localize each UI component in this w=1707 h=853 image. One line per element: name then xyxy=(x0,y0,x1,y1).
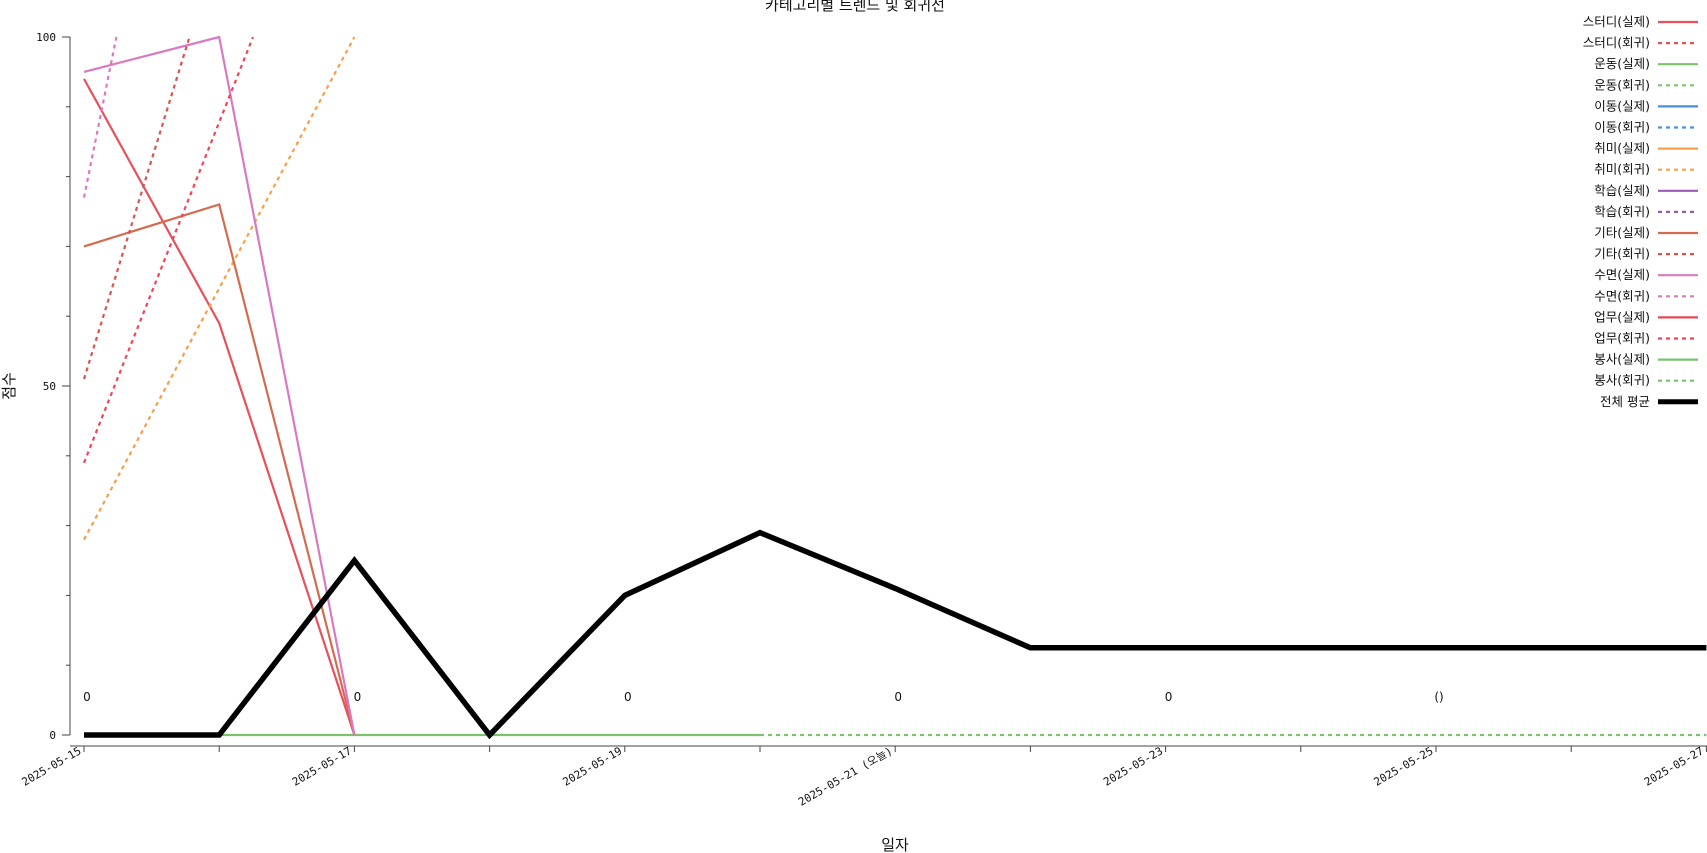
y-axis-label: 점수 xyxy=(0,372,18,400)
x-tick-label: 2025-05-27 xyxy=(1642,744,1706,788)
legend-label: 이동(회귀) xyxy=(1594,120,1650,135)
y-tick-label: 0 xyxy=(49,729,56,742)
x-tick-label: 2025-05-23 xyxy=(1101,744,1165,788)
legend-label: 업무(실제) xyxy=(1594,309,1650,324)
legend-label: 취미(회귀) xyxy=(1594,162,1650,177)
series-line xyxy=(83,203,356,736)
legend-label: 기타(실제) xyxy=(1594,225,1650,240)
zero-annotation: 0 xyxy=(354,690,362,704)
legend-label: 운동(실제) xyxy=(1594,56,1650,71)
legend-label: 봉사(실제) xyxy=(1594,352,1650,367)
series-line xyxy=(83,36,356,541)
x-tick-label: 2025-05-19 xyxy=(560,744,624,788)
legend-label: 수면(실제) xyxy=(1594,267,1650,282)
series-layer xyxy=(82,35,1707,740)
annotation-layer: 0 0 0 0 0 () xyxy=(83,690,1444,704)
series-line xyxy=(83,78,356,736)
zero-annotation: 0 xyxy=(624,690,632,704)
legend-label: 수면(회귀) xyxy=(1594,288,1650,303)
zero-annotation: 0 xyxy=(1165,690,1173,704)
series-line xyxy=(82,36,118,198)
legend-label: 스터디(회귀) xyxy=(1583,35,1650,50)
series-line xyxy=(84,529,1707,740)
series-line xyxy=(83,35,356,736)
series-line xyxy=(82,36,255,464)
zero-annotation: 0 xyxy=(83,690,91,704)
legend-label: 전체 평균 xyxy=(1600,394,1650,409)
legend-label: 운동(회귀) xyxy=(1594,77,1650,92)
zero-annotation: () xyxy=(1434,690,1443,704)
legend-label: 봉사(회귀) xyxy=(1594,373,1650,388)
zero-annotation: 0 xyxy=(894,690,902,704)
legend-label: 이동(실제) xyxy=(1594,98,1650,113)
y-tick-label: 50 xyxy=(43,380,56,393)
x-tick-label: 2025-05-15 xyxy=(20,744,84,788)
chart-title: 카테고리별 트렌드 및 회귀선 xyxy=(765,0,945,14)
y-tick-label: 100 xyxy=(36,31,56,44)
legend-label: 학습(실제) xyxy=(1594,183,1650,198)
legend: 스터디(실제) 스터디(회귀) 운동(실제) 운동(회귀) 이동(실제) 이동(회귀) 취미… xyxy=(1583,14,1698,409)
legend-label: 기타(회귀) xyxy=(1594,246,1650,261)
legend-label: 스터디(실제) xyxy=(1583,14,1650,29)
legend-label: 취미(실제) xyxy=(1594,141,1650,156)
legend-label: 업무(회귀) xyxy=(1594,331,1650,346)
legend-label: 학습(회귀) xyxy=(1594,204,1650,219)
x-tick-label: 2025-05-25 xyxy=(1372,744,1436,788)
x-tick-label: 2025-05-17 xyxy=(290,744,354,788)
x-axis-label: 일자 xyxy=(881,836,909,853)
axes: 0 50 100 2025-05-15 2025-05-17 2025-05-19 2025… xyxy=(20,31,1707,809)
series-line xyxy=(82,36,191,380)
x-tick-label: 2025-05-21 (오늘) xyxy=(796,744,895,808)
